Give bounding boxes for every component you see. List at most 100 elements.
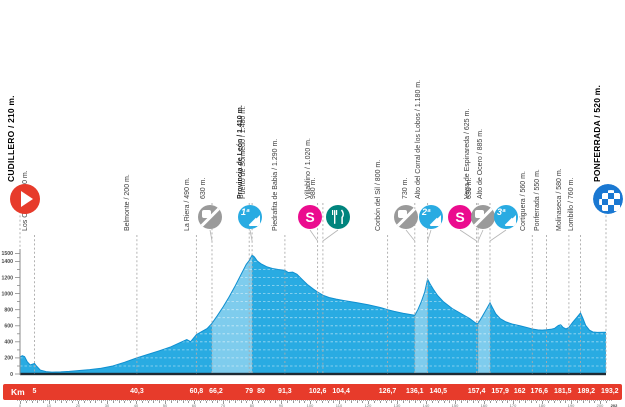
ruler-tick <box>542 401 544 404</box>
ruler-tick <box>501 401 503 403</box>
ruler-tick <box>490 401 491 403</box>
km-value: 193,2 <box>601 388 619 395</box>
ruler-number: 190 <box>567 403 575 407</box>
ruler-tick <box>118 401 120 403</box>
ruler-tick <box>37 401 39 403</box>
profile-baseline <box>20 372 606 376</box>
ruler-number: 70 <box>220 403 226 407</box>
elevation-outline <box>19 254 607 373</box>
elevation-tick-label: 400 <box>4 340 13 346</box>
ruler-end-number: 202 <box>610 403 618 407</box>
ruler-tick <box>594 401 596 403</box>
ruler-tick <box>60 401 62 403</box>
ruler-tick <box>54 401 56 403</box>
feed-zone-icon <box>326 205 350 229</box>
km-value: 104,4 <box>332 388 350 395</box>
ruler-baseline <box>17 400 612 401</box>
ruler-tick <box>437 401 439 403</box>
ruler-tick <box>263 401 265 403</box>
arrow-head <box>430 215 441 226</box>
ruler-number: 0 <box>18 403 22 407</box>
crossed-musette-icon <box>394 205 418 229</box>
elevation-area <box>20 255 606 374</box>
ruler-tick <box>112 401 114 403</box>
km-bar: Km 5 40,3 60,8 66,2 79 80 91,3 102,6 104,4 126,7 1… <box>3 384 625 400</box>
ruler-number: 80 <box>249 403 255 407</box>
ruler-tick <box>559 401 561 403</box>
ruler-tick <box>246 401 248 403</box>
km-value: 91,3 <box>278 388 292 395</box>
ruler-tick <box>257 401 259 403</box>
ruler-tick <box>281 401 283 404</box>
waypoint-label: La Riera / 490 m. <box>183 177 191 231</box>
ruler-tick <box>472 401 474 403</box>
category-3-climb-icon: 3ª <box>494 205 518 229</box>
ruler-tick <box>101 401 103 403</box>
icon-connector-line <box>405 229 416 242</box>
ruler-number: 20 <box>75 403 81 407</box>
start-town-label: CUDILLERO / 210 m. <box>5 95 16 182</box>
elevation-tick-label: 1000 <box>1 291 13 297</box>
ruler-tick <box>20 401 21 404</box>
ruler-tick <box>170 401 172 403</box>
ruler-tick <box>315 401 317 403</box>
ruler-tick <box>72 401 74 403</box>
ruler-tick <box>310 401 312 404</box>
category-number: 3ª <box>497 207 506 217</box>
ruler-number: 90 <box>278 403 284 407</box>
ruler-number: 180 <box>538 403 546 407</box>
intermediate-sprint-icon: S <box>298 205 322 229</box>
km-value: 162 <box>513 388 526 395</box>
km-value: 189,2 <box>577 388 596 395</box>
ruler-tick <box>478 401 480 403</box>
ruler-tick <box>426 401 428 404</box>
waypoint-label: 730 m. <box>402 177 410 199</box>
ruler-number: 140 <box>422 403 430 407</box>
ruler-tick <box>449 401 451 403</box>
play-triangle <box>21 191 33 207</box>
ruler-tick <box>577 401 578 403</box>
ruler-tick <box>107 401 108 404</box>
ruler-tick <box>606 401 607 403</box>
category-1-climb-icon: 1ª <box>238 205 262 229</box>
icon-connector-line <box>427 229 432 242</box>
ruler-tick <box>124 401 126 403</box>
elevation-tick-label: 1400 <box>1 259 13 265</box>
ruler-tick <box>211 401 213 403</box>
km-value: 60,8 <box>189 388 204 395</box>
ruler-number: 50 <box>162 403 168 407</box>
ruler-tick <box>368 401 370 404</box>
category-2-climb-icon: 2ª <box>419 205 443 229</box>
ruler-tick <box>252 401 254 404</box>
elevation-tick-label: 600 <box>4 324 13 330</box>
ruler-tick <box>524 401 526 403</box>
ruler-tick <box>78 401 79 404</box>
ruler-tick <box>443 401 445 403</box>
waypoint-label: 630 m. <box>465 177 473 199</box>
ruler-tick <box>49 401 50 404</box>
climb-band <box>414 255 428 374</box>
ruler-tick <box>321 401 323 403</box>
km-value: 79 <box>245 388 254 395</box>
ruler-tick <box>420 401 422 403</box>
km-value: 176,6 <box>530 388 549 395</box>
ruler-tick <box>414 401 416 403</box>
ruler-tick <box>25 401 27 403</box>
ruler-number: 10 <box>46 403 52 407</box>
ruler-tick <box>176 401 178 403</box>
ruler-tick <box>373 401 375 403</box>
ruler-tick <box>130 401 132 403</box>
ruler-tick <box>455 401 457 404</box>
ruler-tick <box>356 401 358 403</box>
ruler-tick <box>385 401 387 403</box>
ruler-tick <box>159 401 161 403</box>
ruler-tick <box>536 401 538 403</box>
waypoint-label: Cortiguera / 560 m. <box>519 171 527 231</box>
ruler-tick <box>240 401 242 403</box>
km-value: 126,7 <box>378 388 397 395</box>
ruler-tick <box>31 401 33 403</box>
elevation-tick-label: 0 <box>10 372 13 378</box>
ruler-tick <box>379 401 381 403</box>
elevation-tick-label: 1200 <box>1 275 13 281</box>
